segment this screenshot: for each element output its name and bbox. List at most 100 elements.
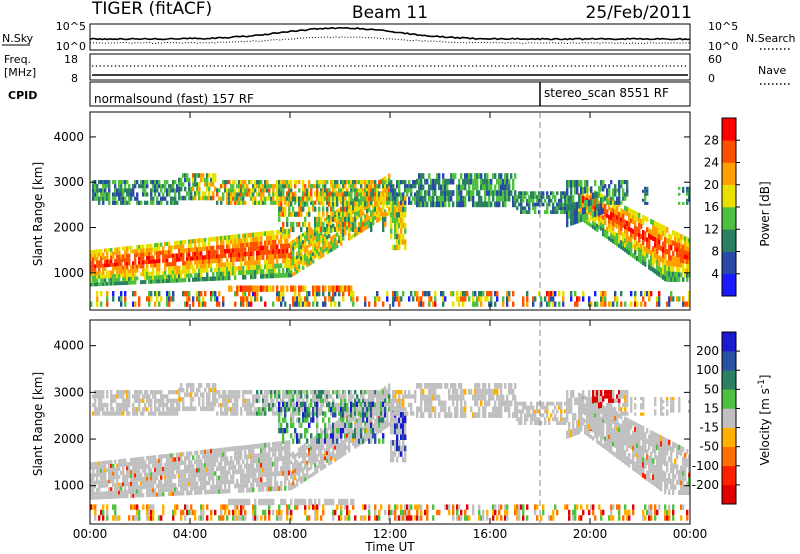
- range-cell: [662, 274, 665, 280]
- range-cell: [252, 237, 255, 242]
- range-cell: [460, 195, 463, 202]
- range-cell: [600, 222, 603, 227]
- range-cell: [178, 456, 181, 462]
- range-cell: [422, 184, 425, 191]
- range-cell: [250, 449, 253, 454]
- range-cell: [114, 200, 117, 205]
- range-cell: [682, 201, 685, 205]
- range-cell: [328, 291, 331, 297]
- range-cell: [294, 211, 297, 217]
- range-cell: [104, 495, 107, 499]
- range-cell: [496, 291, 499, 297]
- range-cell: [430, 201, 433, 208]
- range-cell: [212, 392, 215, 398]
- range-cell: [226, 456, 229, 461]
- range-cell: [222, 402, 225, 408]
- range-cell: [196, 173, 199, 178]
- range-cell: [170, 188, 173, 193]
- range-cell: [126, 398, 129, 403]
- range-cell: [288, 201, 291, 207]
- range-cell: [334, 188, 337, 193]
- range-cell: [372, 184, 375, 189]
- range-cell: [372, 180, 375, 185]
- range-cell: [102, 402, 105, 408]
- range-cell: [280, 456, 283, 461]
- range-cell: [184, 406, 187, 412]
- range-cell: [654, 242, 657, 248]
- range-cell: [242, 487, 245, 493]
- range-cell: [500, 184, 503, 191]
- range-cell: [656, 222, 659, 228]
- range-cell: [484, 178, 487, 185]
- range-cell: [680, 248, 683, 254]
- range-cell: [144, 276, 147, 281]
- range-cell: [194, 195, 197, 201]
- range-cell: [112, 483, 115, 488]
- range-cell: [274, 192, 277, 197]
- beam-title: Beam 11: [352, 3, 428, 23]
- range-cell: [130, 188, 133, 193]
- range-cell: [92, 260, 95, 265]
- range-cell: [360, 212, 363, 217]
- range-cell: [248, 260, 251, 266]
- range-cell: [602, 219, 605, 224]
- range-cell: [180, 182, 183, 187]
- range-cell: [176, 278, 179, 283]
- range-cell: [98, 275, 101, 279]
- range-cell: [234, 252, 237, 258]
- range-cell: [244, 291, 247, 297]
- range-cell: [118, 467, 121, 471]
- range-cell: [246, 444, 249, 450]
- range-cell: [280, 301, 283, 307]
- range-cell: [128, 261, 131, 266]
- range-cell: [246, 237, 249, 243]
- range-cell: [198, 242, 201, 248]
- range-cell: [196, 481, 199, 486]
- range-cell: [94, 253, 97, 258]
- scatter-cells: [90, 173, 690, 307]
- range-cell: [200, 485, 203, 491]
- range-cell: [256, 269, 259, 275]
- range-cell: [98, 495, 101, 500]
- range-cell: [454, 173, 457, 179]
- range-cell: [156, 407, 159, 412]
- range-cell: [204, 255, 207, 260]
- range-cell: [608, 219, 611, 224]
- range-cell: [248, 498, 251, 506]
- range-cell: [636, 256, 639, 261]
- range-cell: [128, 490, 131, 494]
- range-cell: [192, 239, 195, 244]
- range-cell: [326, 239, 329, 244]
- range-cell: [236, 196, 239, 201]
- range-cell: [108, 196, 111, 201]
- range-cell: [270, 461, 273, 467]
- range-cell: [380, 192, 383, 197]
- range-cell: [418, 301, 421, 307]
- range-cell: [216, 267, 219, 272]
- range-cell: [300, 234, 303, 238]
- range-cell: [168, 245, 171, 250]
- range-cell: [314, 285, 317, 292]
- range-cell: [176, 407, 179, 412]
- range-cell: [124, 265, 127, 270]
- range-cell: [298, 243, 301, 247]
- range-cell: [688, 268, 690, 274]
- range-cell: [616, 301, 619, 307]
- range-cell: [676, 262, 679, 267]
- range-cell: [334, 285, 337, 292]
- range-cell: [644, 231, 647, 237]
- range-cell: [612, 192, 615, 197]
- range-cell: [170, 274, 173, 279]
- range-cell: [262, 462, 265, 468]
- range-cell: [128, 200, 131, 205]
- range-cell: [480, 195, 483, 202]
- range-cell: [152, 504, 155, 510]
- range-cell: [296, 266, 299, 270]
- range-cell: [234, 234, 237, 239]
- range-cell: [548, 296, 551, 302]
- range-cell: [90, 250, 93, 254]
- range-cell: [476, 201, 479, 208]
- range-cell: [410, 291, 413, 297]
- range-cell: [224, 394, 227, 399]
- range-cell: [242, 296, 245, 302]
